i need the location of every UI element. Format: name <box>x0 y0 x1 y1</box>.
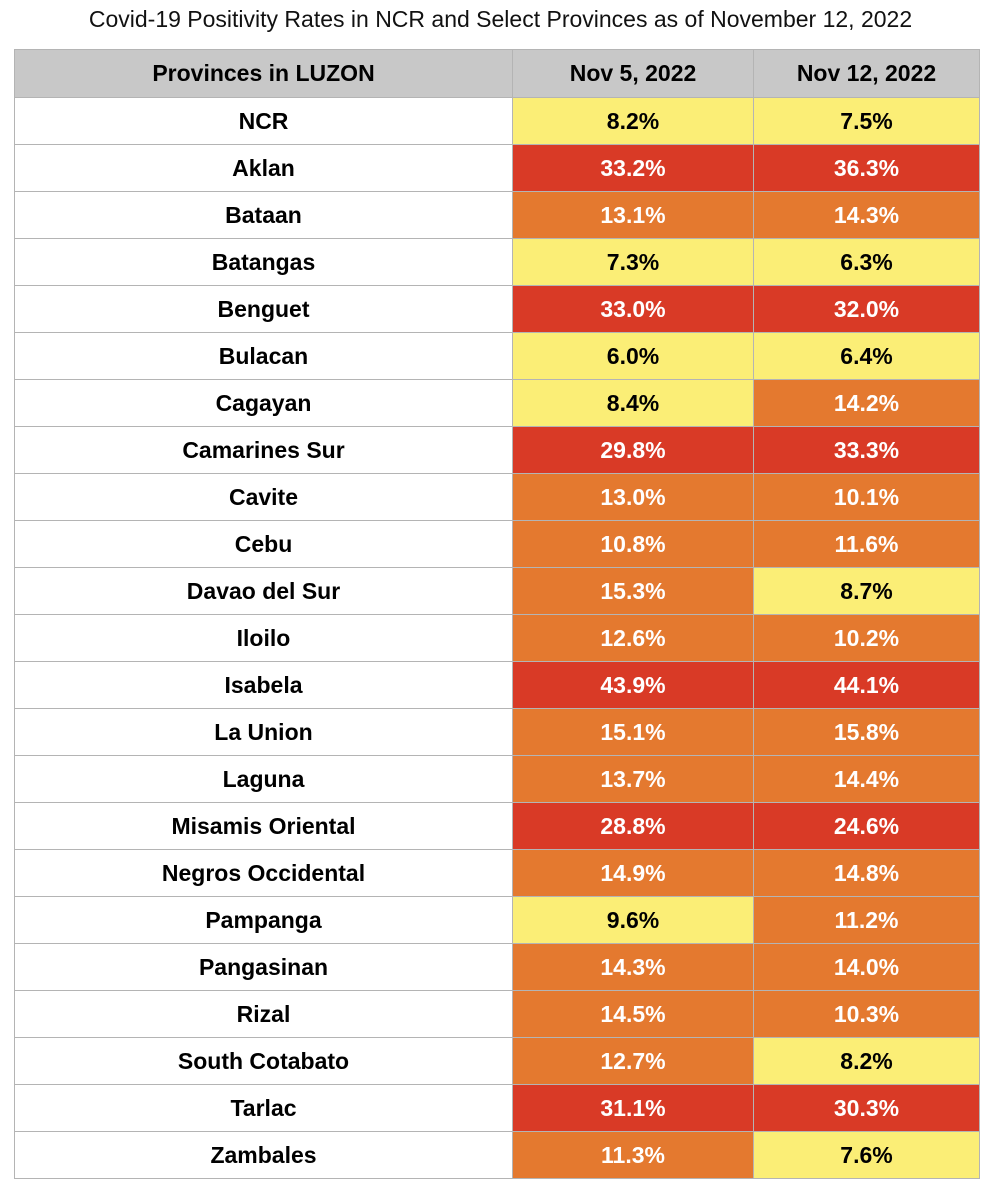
rate-cell-nov5: 14.3% <box>512 943 754 991</box>
rate-cell-nov12: 8.2% <box>753 1037 980 1085</box>
rate-cell-nov5: 15.1% <box>512 708 754 756</box>
province-cell: South Cotabato <box>14 1037 513 1085</box>
province-cell: Cavite <box>14 473 513 521</box>
column-header-nov5: Nov 5, 2022 <box>512 49 754 98</box>
rate-cell-nov12: 11.6% <box>753 520 980 568</box>
rate-cell-nov12: 6.3% <box>753 238 980 286</box>
province-cell: Benguet <box>14 285 513 333</box>
rate-cell-nov5: 13.7% <box>512 755 754 803</box>
rate-cell-nov12: 6.4% <box>753 332 980 380</box>
rate-cell-nov5: 7.3% <box>512 238 754 286</box>
table-row: Misamis Oriental 28.8% 24.6% <box>14 802 980 850</box>
rate-cell-nov12: 14.3% <box>753 191 980 239</box>
province-cell: Laguna <box>14 755 513 803</box>
rate-cell-nov12: 10.2% <box>753 614 980 662</box>
rate-cell-nov5: 12.6% <box>512 614 754 662</box>
province-cell: Camarines Sur <box>14 426 513 474</box>
rate-cell-nov5: 8.4% <box>512 379 754 427</box>
column-header-nov12: Nov 12, 2022 <box>753 49 980 98</box>
province-cell: Isabela <box>14 661 513 709</box>
table-row: Batangas 7.3% 6.3% <box>14 238 980 286</box>
rate-cell-nov12: 10.3% <box>753 990 980 1038</box>
province-cell: La Union <box>14 708 513 756</box>
table-row: Benguet 33.0% 32.0% <box>14 285 980 333</box>
rate-cell-nov5: 31.1% <box>512 1084 754 1132</box>
province-cell: Pangasinan <box>14 943 513 991</box>
rate-cell-nov5: 13.0% <box>512 473 754 521</box>
table-row: NCR 8.2% 7.5% <box>14 97 980 145</box>
province-cell: Misamis Oriental <box>14 802 513 850</box>
table-row: Iloilo 12.6% 10.2% <box>14 614 980 662</box>
rate-cell-nov5: 10.8% <box>512 520 754 568</box>
table-row: Rizal 14.5% 10.3% <box>14 990 980 1038</box>
rate-cell-nov5: 33.0% <box>512 285 754 333</box>
province-cell: Cebu <box>14 520 513 568</box>
table-row: Bulacan 6.0% 6.4% <box>14 332 980 380</box>
rate-cell-nov12: 44.1% <box>753 661 980 709</box>
rate-cell-nov12: 10.1% <box>753 473 980 521</box>
province-cell: Negros Occidental <box>14 849 513 897</box>
province-cell: Bataan <box>14 191 513 239</box>
table-row: Bataan 13.1% 14.3% <box>14 191 980 239</box>
province-cell: Batangas <box>14 238 513 286</box>
rate-cell-nov5: 29.8% <box>512 426 754 474</box>
table-body: NCR 8.2% 7.5% Aklan 33.2% 36.3% Bataan 13.1% 14.… <box>14 97 980 1179</box>
rate-cell-nov12: 8.7% <box>753 567 980 615</box>
rate-cell-nov5: 15.3% <box>512 567 754 615</box>
rate-cell-nov5: 12.7% <box>512 1037 754 1085</box>
province-cell: Zambales <box>14 1131 513 1179</box>
rate-cell-nov12: 14.4% <box>753 755 980 803</box>
rate-cell-nov12: 24.6% <box>753 802 980 850</box>
rate-cell-nov5: 14.9% <box>512 849 754 897</box>
table-row: Tarlac 31.1% 30.3% <box>14 1084 980 1132</box>
table-row: Camarines Sur 29.8% 33.3% <box>14 426 980 474</box>
rate-cell-nov12: 30.3% <box>753 1084 980 1132</box>
province-cell: Pampanga <box>14 896 513 944</box>
rate-cell-nov5: 43.9% <box>512 661 754 709</box>
table-row: Cagayan 8.4% 14.2% <box>14 379 980 427</box>
table-row: Zambales 11.3% 7.6% <box>14 1131 980 1179</box>
table-row: Pangasinan 14.3% 14.0% <box>14 943 980 991</box>
rate-cell-nov12: 7.6% <box>753 1131 980 1179</box>
table-row: Negros Occidental 14.9% 14.8% <box>14 849 980 897</box>
table-row: Davao del Sur 15.3% 8.7% <box>14 567 980 615</box>
rate-cell-nov5: 33.2% <box>512 144 754 192</box>
province-cell: Iloilo <box>14 614 513 662</box>
table-row: Cebu 10.8% 11.6% <box>14 520 980 568</box>
province-cell: Tarlac <box>14 1084 513 1132</box>
rate-cell-nov12: 14.2% <box>753 379 980 427</box>
table-row: Isabela 43.9% 44.1% <box>14 661 980 709</box>
province-cell: Rizal <box>14 990 513 1038</box>
province-cell: Bulacan <box>14 332 513 380</box>
province-cell: NCR <box>14 97 513 145</box>
table-row: Aklan 33.2% 36.3% <box>14 144 980 192</box>
rate-cell-nov12: 14.0% <box>753 943 980 991</box>
rate-cell-nov12: 15.8% <box>753 708 980 756</box>
rate-cell-nov12: 36.3% <box>753 144 980 192</box>
rate-cell-nov12: 11.2% <box>753 896 980 944</box>
province-cell: Davao del Sur <box>14 567 513 615</box>
chart-title: Covid-19 Positivity Rates in NCR and Sel… <box>88 6 913 32</box>
rate-cell-nov5: 14.5% <box>512 990 754 1038</box>
table-row: Pampanga 9.6% 11.2% <box>14 896 980 944</box>
table-row: Laguna 13.7% 14.4% <box>14 755 980 803</box>
table-row: La Union 15.1% 15.8% <box>14 708 980 756</box>
rate-cell-nov5: 11.3% <box>512 1131 754 1179</box>
province-cell: Aklan <box>14 144 513 192</box>
table-row: Cavite 13.0% 10.1% <box>14 473 980 521</box>
rate-cell-nov5: 6.0% <box>512 332 754 380</box>
rate-cell-nov12: 14.8% <box>753 849 980 897</box>
column-header-province: Provinces in LUZON <box>14 49 513 98</box>
rate-cell-nov5: 28.8% <box>512 802 754 850</box>
rate-cell-nov12: 33.3% <box>753 426 980 474</box>
table-row: South Cotabato 12.7% 8.2% <box>14 1037 980 1085</box>
rate-cell-nov12: 32.0% <box>753 285 980 333</box>
positivity-table: Provinces in LUZON Nov 5, 2022 Nov 12, 2… <box>14 49 980 1179</box>
rate-cell-nov12: 7.5% <box>753 97 980 145</box>
header-row: Provinces in LUZON Nov 5, 2022 Nov 12, 2… <box>14 49 980 98</box>
rate-cell-nov5: 9.6% <box>512 896 754 944</box>
rate-cell-nov5: 13.1% <box>512 191 754 239</box>
rate-cell-nov5: 8.2% <box>512 97 754 145</box>
province-cell: Cagayan <box>14 379 513 427</box>
